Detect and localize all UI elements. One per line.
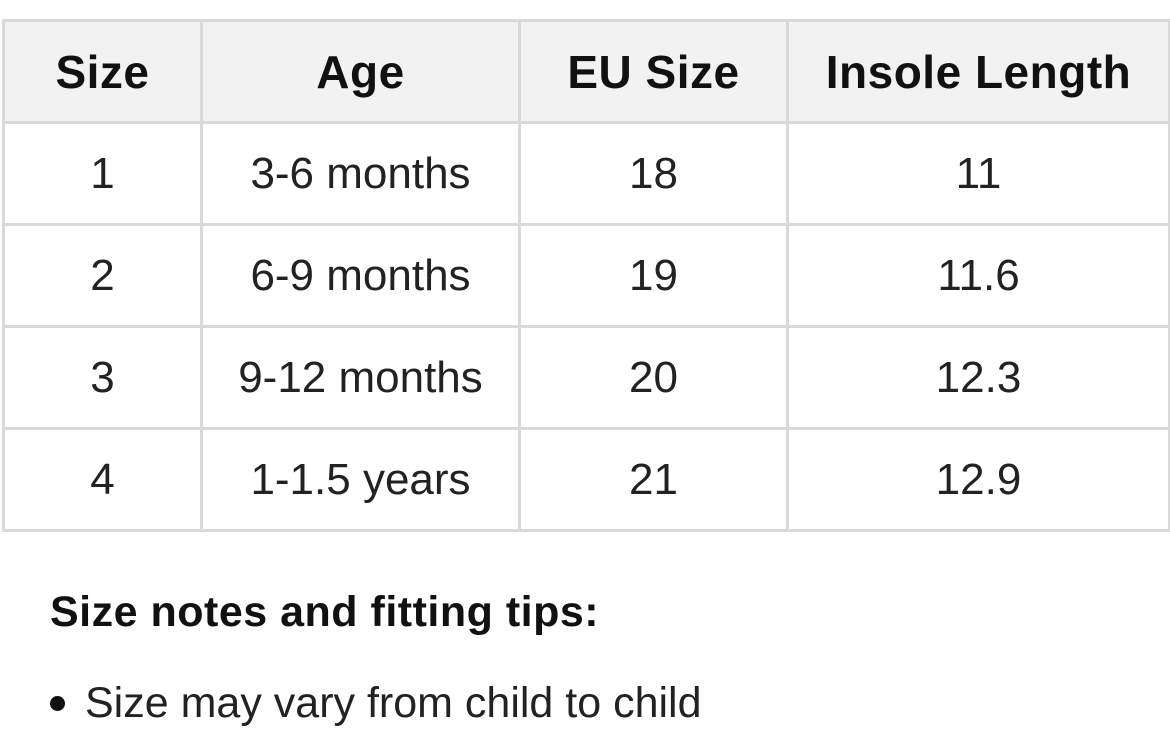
- table-row: 1 3-6 months 18 11: [2, 121, 1170, 226]
- table-cell-eu-size: 20: [518, 325, 789, 430]
- list-item: Size may vary from child to child: [50, 679, 1168, 728]
- table-cell-size: 2: [2, 223, 203, 328]
- table-cell-age: 3-6 months: [200, 121, 521, 226]
- notes-heading: Size notes and fitting tips:: [50, 588, 600, 636]
- table-header-row: Size Age EU Size Insole Length: [2, 19, 1170, 124]
- table-row: 4 1-1.5 years 21 12.9: [2, 427, 1170, 532]
- table-cell-size: 1: [2, 121, 203, 226]
- column-header-insole-length: Insole Length: [786, 19, 1170, 124]
- size-table: Size Age EU Size Insole Length 1 3-6 mon…: [2, 19, 1170, 532]
- table-cell-size: 4: [2, 427, 203, 532]
- table-cell-insole-length: 11.6: [786, 223, 1170, 328]
- table-cell-size: 3: [2, 325, 203, 430]
- table-cell-insole-length: 11: [786, 121, 1170, 226]
- table-cell-age: 9-12 months: [200, 325, 521, 430]
- column-header-age: Age: [200, 19, 521, 124]
- table-cell-insole-length: 12.3: [786, 325, 1170, 430]
- table-cell-eu-size: 18: [518, 121, 789, 226]
- column-header-size: Size: [2, 19, 203, 124]
- table-cell-eu-size: 21: [518, 427, 789, 532]
- table-cell-age: 1-1.5 years: [200, 427, 521, 532]
- table-cell-insole-length: 12.9: [786, 427, 1170, 532]
- table-cell-age: 6-9 months: [200, 223, 521, 328]
- column-header-eu-size: EU Size: [518, 19, 789, 124]
- bullet-icon: [50, 696, 65, 711]
- table-row: 3 9-12 months 20 12.3: [2, 325, 1170, 430]
- table-cell-eu-size: 19: [518, 223, 789, 328]
- table-row: 2 6-9 months 19 11.6: [2, 223, 1170, 328]
- bullet-text: Size may vary from child to child: [85, 679, 702, 727]
